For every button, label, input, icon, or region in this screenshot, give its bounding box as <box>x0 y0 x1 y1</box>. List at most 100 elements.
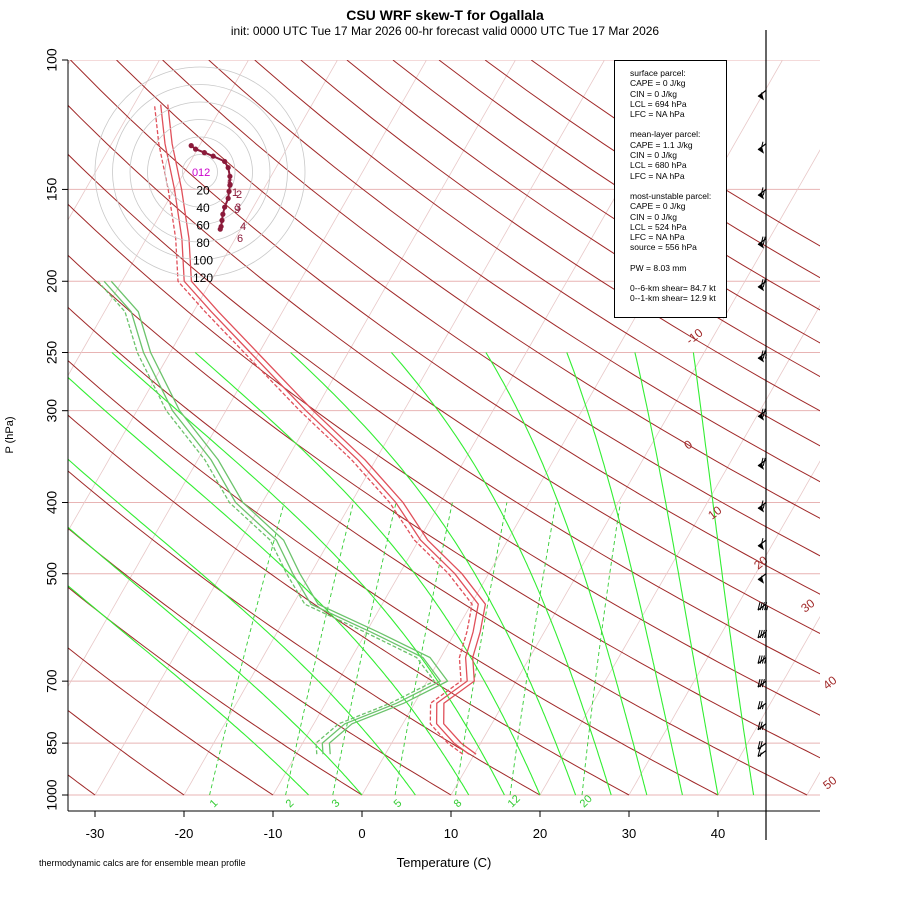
hodograph-point <box>188 143 194 149</box>
moist-adiabat-line <box>290 352 577 796</box>
hodograph-ring <box>129 101 271 243</box>
wind-barb-flag <box>762 236 766 245</box>
wind-barb-pennant <box>758 192 764 200</box>
hodograph-point <box>220 211 226 217</box>
isotherm-line <box>94 60 516 796</box>
mixing-ratio-line <box>285 502 354 796</box>
dry-adiabat-line <box>68 254 820 759</box>
wind-barb-half-flag <box>766 606 769 611</box>
wind-barb <box>757 350 767 363</box>
y-tick-label: 400 <box>44 491 60 515</box>
wind-barb <box>757 701 767 710</box>
x-axis-label: Temperature (C) <box>397 855 492 870</box>
wind-barb <box>757 573 767 584</box>
isotherm-line <box>68 60 427 688</box>
dry-adiabat-line <box>346 60 820 378</box>
wind-barbs <box>757 30 769 840</box>
wind-barb-flag <box>761 679 765 688</box>
wind-barb-flag <box>762 457 766 467</box>
wind-barb-half-flag <box>760 575 763 580</box>
wind-barb-shaft <box>757 631 767 639</box>
wind-barb-half-flag <box>761 705 764 710</box>
hodograph-level-label: 4 <box>240 221 246 233</box>
dry-adiabat-line <box>68 647 274 796</box>
hodograph-point <box>227 182 233 188</box>
wind-barb <box>757 457 767 470</box>
wind-barb-flag <box>759 701 763 710</box>
wind-barb-flag <box>757 701 761 710</box>
hodograph-point <box>210 153 216 159</box>
moist-adiabat-line <box>111 352 505 796</box>
wind-barb-pennant <box>758 413 764 421</box>
x-tick-label: 10 <box>444 826 458 841</box>
wind-barb <box>757 408 767 421</box>
dry-adiabat-line <box>68 414 630 796</box>
y-tick-label: 100 <box>44 48 60 72</box>
x-tick-label: -20 <box>175 826 194 841</box>
isotherm-line <box>272 60 694 796</box>
wind-barb-flag <box>759 741 763 750</box>
dry-adiabat-line <box>162 60 820 519</box>
mixing-ratio-label: 5 <box>392 797 405 810</box>
wind-barb-flag <box>757 721 761 730</box>
wind-barb-shaft <box>757 723 767 731</box>
isotherm-line <box>717 616 820 796</box>
hodograph-point <box>193 146 199 152</box>
hodograph-ring-label: 20 <box>196 184 210 198</box>
wind-barb-flag <box>759 602 763 611</box>
surface-cin: CIN = 0 J/kg <box>630 88 678 99</box>
wind-barb-flag <box>762 350 766 359</box>
dewpoint-profile <box>97 280 436 755</box>
x-tick-label: -30 <box>86 826 105 841</box>
moist-adiabat-line <box>634 352 719 796</box>
mixing-ratio-line <box>394 502 453 796</box>
parcel-info-box: surface parcel: CAPE = 0 J/kg CIN = 0 J/… <box>614 60 727 318</box>
wind-barb-flag <box>760 408 764 417</box>
wind-barb-flag <box>760 141 764 150</box>
wind-barb-flag <box>764 629 768 639</box>
isotherm-line <box>450 149 820 796</box>
wind-barb <box>757 629 768 639</box>
dewpoint-profile <box>110 280 449 755</box>
isotherm-line <box>68 60 338 532</box>
wind-barb-flag <box>761 655 765 664</box>
temperature-profile <box>167 104 487 755</box>
mixing-ratio-line <box>509 502 557 796</box>
mu-cin: CIN = 0 J/kg <box>630 211 678 222</box>
dry-adiabat-line <box>68 359 719 796</box>
ml-cape: CAPE = 1.1 J/kg <box>630 139 693 150</box>
hodograph-point <box>226 188 232 194</box>
wind-barb-flag <box>757 602 761 611</box>
mu-source: source = 556 hPa <box>630 242 697 253</box>
hodograph-level-label: 5 <box>227 178 233 190</box>
mu-lfc: LFC = NA hPa <box>630 232 685 243</box>
wind-barb-flag <box>761 602 765 611</box>
sounding-profiles <box>97 104 487 755</box>
wind-barb-flag <box>757 748 761 757</box>
x-tick-label: 40 <box>711 826 725 841</box>
hodograph-point <box>225 165 231 171</box>
dry-adiabat-line <box>254 60 820 447</box>
wind-barb-flag <box>757 629 761 639</box>
hodograph-point <box>227 173 233 179</box>
dry-adiabat-line <box>68 709 185 796</box>
footnote: thermodynamic calcs are for ensemble mea… <box>39 858 246 868</box>
surface-parcel-header: surface parcel: <box>630 68 686 78</box>
wind-barb-flag <box>760 187 764 196</box>
wind-barb <box>757 679 767 688</box>
hodograph-point <box>219 217 225 223</box>
x-tick-label: -10 <box>264 826 283 841</box>
mixing-ratio-label: 20 <box>578 793 595 810</box>
wind-barb <box>757 89 767 101</box>
wind-barb-flag <box>759 629 763 639</box>
moist-adiabat-line <box>68 458 416 796</box>
hodograph-level-label: 2 <box>236 189 242 201</box>
wind-barb-half-flag <box>764 354 767 359</box>
wind-barb-shaft <box>757 657 767 664</box>
wind-barb-pennant <box>758 284 764 292</box>
mixing-ratio-label: 12 <box>506 793 523 810</box>
chart-subtitle: init: 0000 UTC Tue 17 Mar 2026 00-hr for… <box>230 24 660 38</box>
y-axis-label: P (hPa) <box>4 416 16 453</box>
